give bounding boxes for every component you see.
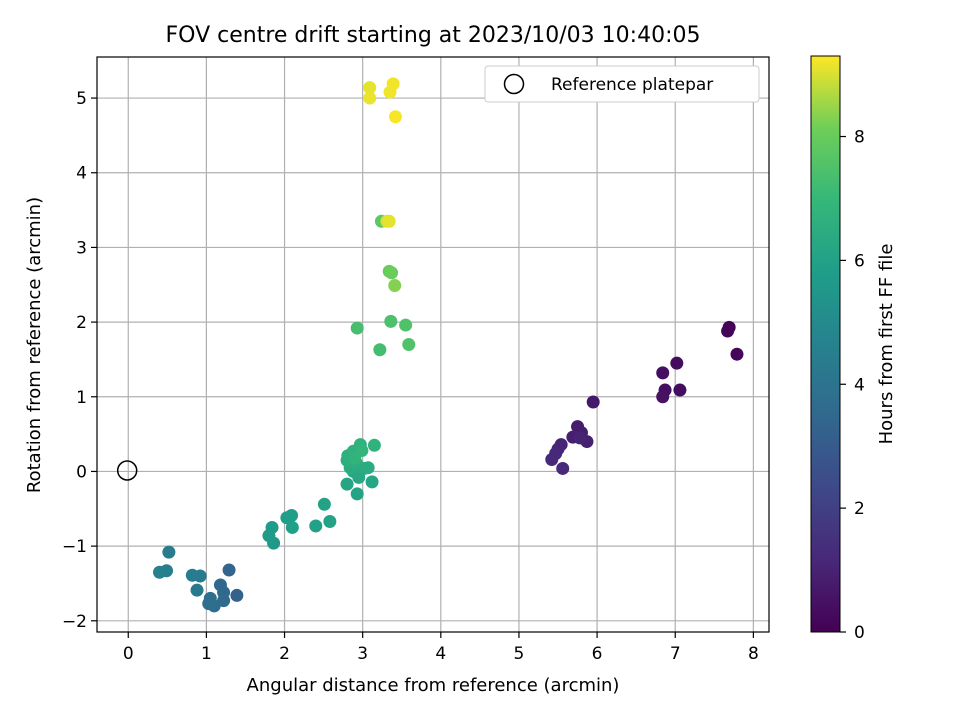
reference-platepar-marker [116, 460, 138, 481]
legend: Reference platepar [484, 65, 760, 103]
x-tick-label: 6 [592, 644, 603, 664]
data-point [309, 519, 323, 533]
y-tick-label: 0 [76, 462, 87, 482]
y-tick-label: 5 [76, 89, 87, 109]
y-tick-label: 3 [76, 238, 87, 258]
data-point [373, 343, 387, 357]
y-tick-label: 4 [76, 164, 87, 184]
data-point [355, 444, 369, 458]
data-point [721, 324, 735, 338]
data-point [673, 383, 687, 397]
data-point [350, 321, 364, 335]
data-point [222, 563, 236, 577]
legend-entry-reference-platepar: Reference platepar [551, 75, 713, 95]
data-point [402, 338, 416, 351]
colorbar-tick-label: 0 [854, 623, 865, 643]
data-point [556, 461, 570, 475]
data-point [363, 81, 377, 95]
data-point [382, 214, 396, 228]
x-tick-label: 3 [357, 644, 368, 664]
y-tick-label: −2 [62, 612, 87, 632]
grid [97, 57, 769, 632]
colorbar-ticks: 0 2 4 6 8 [840, 128, 865, 643]
y-tick-label: −1 [62, 537, 87, 557]
plot-background [97, 57, 769, 632]
legend-marker-icon [503, 73, 525, 95]
colorbar-gradient [810, 55, 841, 633]
data-point [361, 461, 375, 475]
y-tick-label: 1 [76, 388, 87, 408]
data-point [385, 266, 399, 280]
data-point [185, 568, 199, 582]
x-axis-ticks: 0 1 2 3 4 5 6 7 8 [123, 632, 759, 664]
legend-box [484, 65, 760, 103]
y-axis-label: Rotation from reference (arcmin) [24, 197, 45, 493]
data-point [285, 520, 299, 534]
data-point [317, 497, 331, 511]
colorbar-label: Hours from first FF file [876, 244, 897, 445]
data-point [383, 85, 397, 99]
data-point [265, 520, 279, 534]
data-point [384, 314, 398, 328]
y-tick-label: 2 [76, 313, 87, 333]
data-point [190, 583, 204, 597]
data-point [399, 318, 413, 332]
data-points [153, 77, 744, 613]
data-point [367, 438, 381, 452]
colorbar-tick-label: 2 [854, 499, 865, 519]
data-point [388, 110, 402, 124]
data-point [730, 347, 744, 361]
plot-area: 0 1 2 3 4 5 6 7 8 −2 −1 0 1 2 3 4 5 [62, 56, 770, 664]
colorbar-tick-label: 4 [854, 375, 865, 395]
colorbar-tick-label: 8 [854, 128, 865, 148]
x-tick-label: 7 [670, 644, 681, 664]
y-axis-ticks: −2 −1 0 1 2 3 4 5 [62, 89, 97, 632]
x-tick-label: 5 [514, 644, 525, 664]
x-tick-label: 1 [201, 644, 212, 664]
data-point [162, 545, 176, 559]
x-tick-label: 2 [279, 644, 290, 664]
x-tick-label: 8 [748, 644, 759, 664]
data-point [153, 565, 167, 579]
x-tick-label: 4 [435, 644, 446, 664]
chart-title: FOV centre drift starting at 2023/10/03 … [166, 23, 701, 48]
data-point [365, 475, 379, 489]
data-point [363, 91, 377, 105]
colorbar: 0 2 4 6 8 Hours from first FF file [810, 55, 897, 643]
colorbar-tick-label: 6 [854, 251, 865, 271]
data-point [285, 509, 299, 523]
x-tick-label: 0 [123, 644, 134, 664]
data-point [350, 487, 364, 501]
data-point [340, 477, 354, 491]
data-point [545, 453, 559, 466]
data-point [586, 395, 600, 409]
data-point [656, 390, 670, 404]
data-point [573, 431, 587, 445]
data-point [203, 591, 217, 605]
plot-frame [96, 56, 770, 633]
data-point [670, 356, 684, 370]
data-point [388, 279, 402, 293]
data-point [656, 366, 670, 380]
x-axis-label: Angular distance from reference (arcmin) [247, 675, 620, 696]
data-point [323, 514, 337, 528]
data-point [230, 588, 244, 602]
